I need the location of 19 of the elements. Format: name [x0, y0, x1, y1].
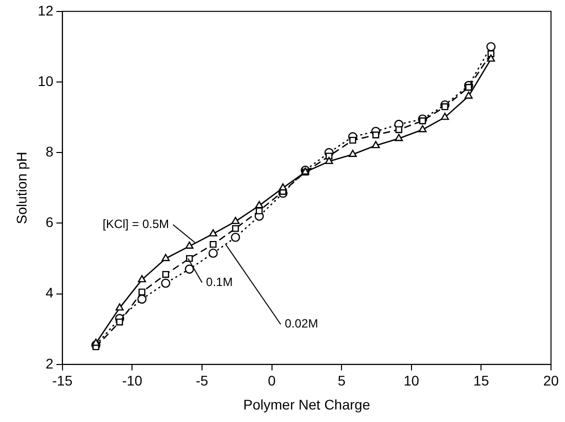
x-axis-title: Polymer Net Charge	[243, 396, 370, 412]
x-tick-label: 5	[338, 372, 346, 389]
x-tick-label: 0	[268, 372, 276, 389]
x-tick-label: -5	[196, 372, 208, 389]
annotation: [KCl] = 0.5M	[102, 216, 169, 231]
y-tick-label: 12	[38, 2, 54, 18]
x-tick-label: 20	[543, 372, 559, 389]
y-tick-label: 4	[46, 284, 54, 301]
y-axis-title: Solution pH	[13, 152, 30, 224]
y-tick-label: 6	[46, 214, 54, 230]
x-tick-label: -10	[122, 372, 143, 389]
annotation: 0.1M	[206, 274, 233, 289]
x-tick-label: -15	[52, 372, 73, 389]
x-tick-label: 10	[404, 372, 420, 389]
annotation: 0.02M	[284, 316, 318, 331]
x-tick-label: 15	[473, 372, 490, 389]
y-tick-label: 8	[46, 143, 54, 160]
y-tick-label: 2	[46, 355, 54, 372]
y-tick-label: 10	[38, 72, 54, 89]
